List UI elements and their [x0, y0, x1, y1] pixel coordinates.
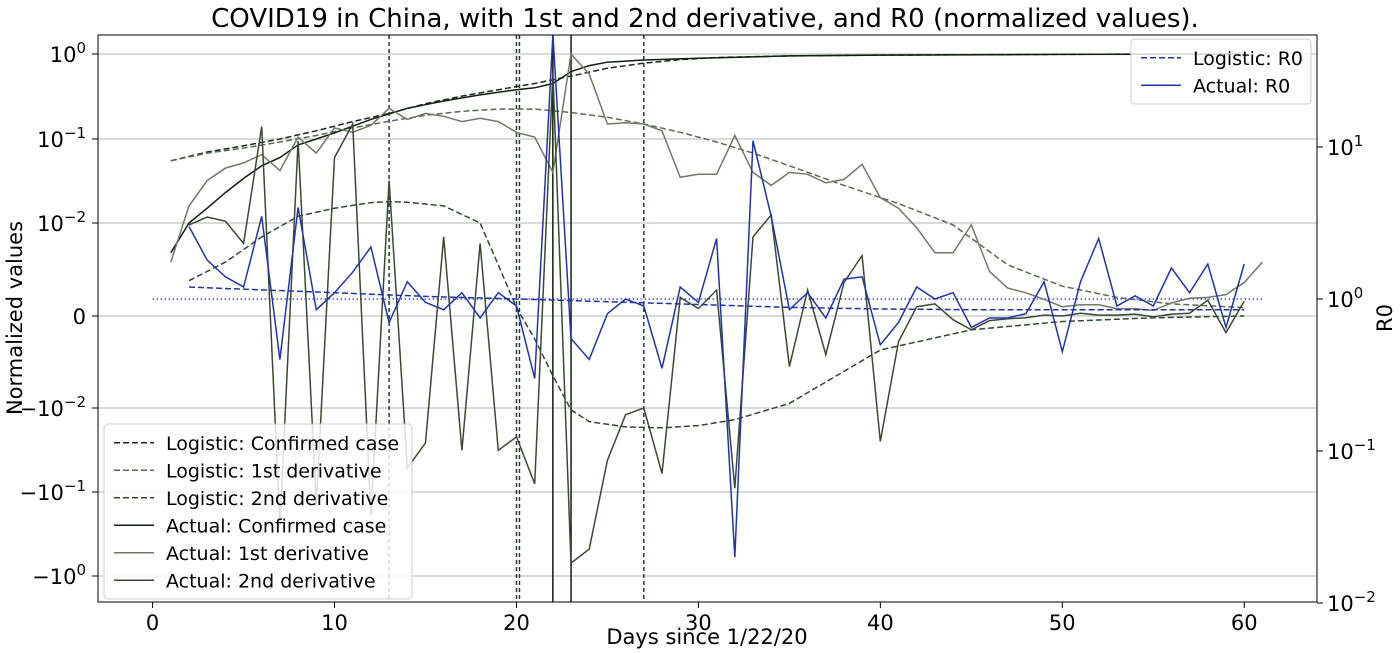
series-line-0: [171, 54, 1244, 161]
tick-label: 10−1: [37, 124, 86, 152]
y2-axis-ticks: 101 100 10−1 10−2: [1317, 132, 1376, 616]
tick-label: −100: [32, 561, 86, 589]
x-tick-label: 10: [321, 611, 348, 635]
x-tick-label: 0: [146, 611, 159, 635]
legend-label: Logistic: Confirmed case: [166, 433, 399, 455]
legend-label: Logistic: 1st derivative: [166, 460, 382, 482]
tick-label: 100: [50, 39, 86, 67]
chart-title: COVID19 in China, with 1st and 2nd deriv…: [211, 4, 1199, 34]
y-axis-label: Normalized values: [3, 221, 27, 415]
legend-right: Logistic: R0 Actual: R0: [1131, 39, 1311, 104]
tick-label: 10−2: [37, 208, 86, 236]
legend-left: Logistic: Confirmed case Logistic: 1st de…: [104, 424, 412, 599]
legend-label: Logistic: R0: [1193, 48, 1303, 70]
legend-label: Actual: R0: [1193, 75, 1290, 97]
legend-label: Logistic: 2nd derivative: [166, 488, 388, 510]
x-tick-label: 20: [503, 611, 530, 635]
tick-label: 100: [1327, 284, 1363, 312]
series-line-4: [171, 54, 1263, 310]
legend-label: Actual: Confirmed case: [166, 515, 386, 537]
tick-label: 0: [73, 305, 86, 329]
y2-axis-label: R0: [1373, 304, 1397, 332]
x-tick-label: 50: [1049, 611, 1076, 635]
series-line-2: [189, 202, 1244, 428]
tick-label: 10−2: [1327, 588, 1376, 616]
legend-label: Actual: 2nd derivative: [166, 570, 376, 592]
y-axis-ticks: 100 10−1 10−2 0 −10−2 −10−1 −100: [20, 39, 98, 589]
x-axis-label: Days since 1/22/20: [606, 625, 807, 649]
x-tick-label: 40: [867, 611, 894, 635]
tick-label: −10−1: [20, 477, 86, 505]
legend-label: Actual: 1st derivative: [166, 543, 369, 565]
tick-label: 101: [1327, 132, 1363, 160]
tick-label: 10−1: [1327, 436, 1376, 464]
tick-label: −10−2: [20, 393, 86, 421]
x-tick-label: 60: [1231, 611, 1258, 635]
